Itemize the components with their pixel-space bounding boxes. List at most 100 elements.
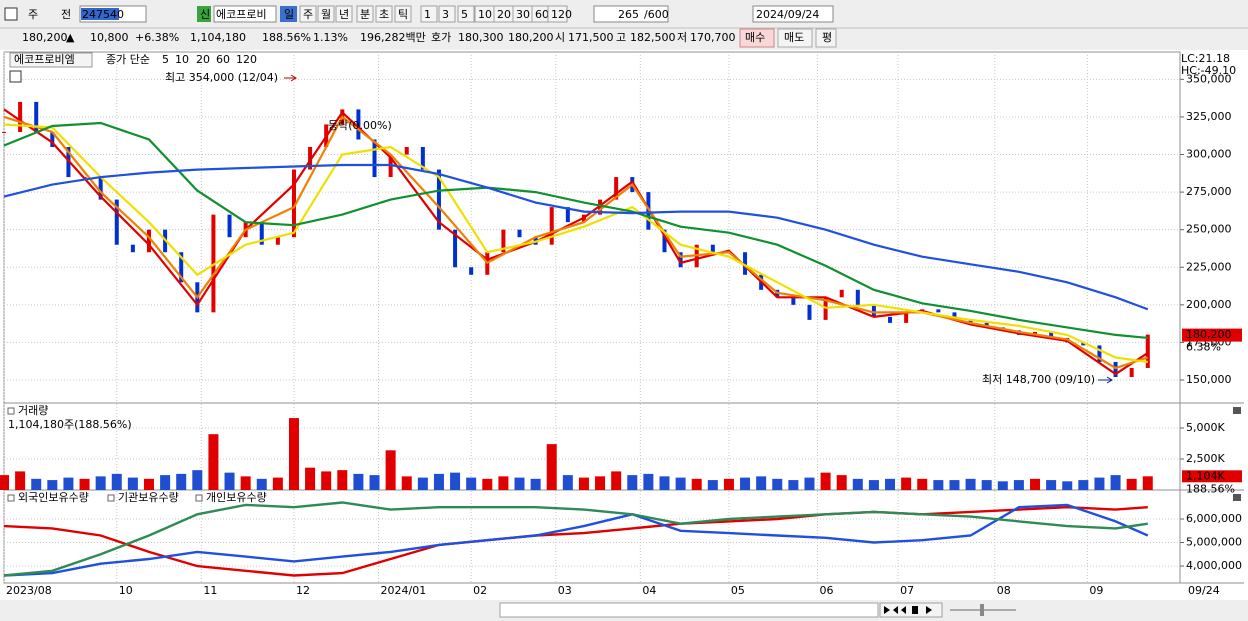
volume-bar [369, 475, 380, 490]
series-line [3, 503, 1149, 577]
volume-bar [288, 418, 299, 490]
toolbar-item: 에코프로비 [216, 8, 267, 21]
toolbar-item: 60 [535, 8, 549, 21]
window-icon [4, 7, 18, 21]
quote-field: 10,800 [90, 31, 129, 44]
volume-bar [482, 478, 493, 490]
volume-bar [63, 477, 74, 490]
volume-bar [79, 478, 90, 490]
quote-field: +6.38% [135, 31, 179, 44]
volume-bar [272, 477, 283, 490]
period-button[interactable] [547, 5, 568, 23]
y-tick-label: 250,000 [1186, 223, 1232, 236]
price-bar [904, 312, 909, 323]
volume-bar [691, 478, 702, 490]
y-tick-label: 225,000 [1186, 260, 1232, 273]
period-button[interactable] [438, 5, 456, 23]
volume-bar [224, 472, 235, 490]
legend-name: 에코프로비엠 [14, 53, 75, 66]
volume-bar [868, 480, 879, 490]
sell-button[interactable] [777, 28, 813, 48]
x-tick-label: 2024/01 [381, 584, 427, 597]
volume-bar [756, 476, 767, 490]
date-box[interactable] [752, 5, 834, 23]
quote-field: 180,200 [508, 31, 554, 44]
x-end-label: 09/24 [1188, 584, 1220, 597]
legend-entry: 기관보유수량 [118, 491, 179, 504]
price-bar [179, 252, 184, 283]
volume-bar [1094, 477, 1105, 490]
price-bar [308, 147, 313, 170]
x-tick-label: 06 [820, 584, 834, 597]
volume-bar [804, 477, 815, 490]
volume-bar [740, 477, 751, 490]
y-tick-label: 5,000,000 [1186, 536, 1242, 549]
toolbar-item: 20 [497, 8, 511, 21]
period-button[interactable] [457, 5, 475, 23]
y-tick-label: 150,000 [1186, 373, 1232, 386]
legend-entry: 외국인보유수량 [18, 491, 89, 504]
period-button[interactable] [356, 5, 374, 23]
x-tick-label: 07 [900, 584, 914, 597]
volume-bar [611, 471, 622, 490]
price-change-label: 6.38% [1186, 341, 1221, 354]
period-button[interactable] [335, 5, 353, 23]
volume-bar [836, 475, 847, 490]
y-tick-label: 325,000 [1186, 110, 1232, 123]
period-button[interactable] [299, 5, 317, 23]
price-bar [420, 147, 425, 170]
toolbar-item: 5 [461, 8, 468, 21]
price-bar [2, 131, 6, 133]
x-tick-label: 09 [1089, 584, 1103, 597]
quote-field: ▲ [66, 31, 75, 44]
avg-button[interactable] [815, 28, 837, 48]
x-tick-label: 08 [997, 584, 1011, 597]
volume-bar [95, 476, 106, 490]
price-bar [34, 101, 39, 132]
volume-bar [578, 477, 589, 490]
buy-button[interactable] [739, 28, 775, 48]
toolbar-item: 틱 [398, 8, 408, 21]
volume-bar [723, 478, 734, 490]
quote-field: 180,300 [458, 31, 504, 44]
y-tick-label: 275,000 [1186, 185, 1232, 198]
table-icon[interactable] [9, 70, 22, 83]
change-annotation: 등락(0.00%) [328, 119, 392, 132]
toolbar-item: /600 [644, 8, 669, 21]
volume-bar [643, 473, 654, 490]
scrollbar[interactable] [499, 602, 879, 618]
series-line [3, 123, 1148, 364]
quote-field: 매도 [784, 31, 804, 44]
pane-close[interactable] [1233, 407, 1241, 414]
quote-field: 171,500 [568, 31, 614, 44]
zoom-thumb[interactable] [980, 604, 984, 616]
toolbar-item: 주 [303, 8, 313, 21]
price-bar [404, 147, 409, 155]
y-tick-label: 2,500K [1186, 452, 1225, 465]
pane-close[interactable] [1233, 494, 1241, 501]
volume-bar [0, 475, 9, 490]
quote-field: 1,104,180 [190, 31, 246, 44]
price-bar [356, 109, 361, 140]
toolbar-item: 2024/09/24 [756, 8, 819, 21]
count-box[interactable] [593, 5, 669, 23]
period-button[interactable] [420, 5, 438, 23]
low-arrow [1098, 376, 1113, 384]
period-button[interactable] [375, 5, 393, 23]
price-bar [146, 229, 151, 253]
toolbar-item: 10 [478, 8, 492, 21]
volume-bar [595, 476, 606, 490]
volume-bar [208, 434, 219, 490]
pane-title: 거래량 [18, 404, 48, 417]
quote-field: 시 [555, 31, 565, 44]
name-box[interactable] [213, 5, 277, 23]
x-tick-label: 03 [558, 584, 572, 597]
high-annotation: 최고 354,000 (12/04) [165, 71, 278, 84]
quote-field: 평 [822, 31, 832, 44]
active-period[interactable] [280, 6, 297, 22]
period-button[interactable] [394, 5, 412, 23]
volume-bar [659, 476, 670, 490]
period-button[interactable] [317, 5, 335, 23]
volume-bar [385, 450, 396, 490]
